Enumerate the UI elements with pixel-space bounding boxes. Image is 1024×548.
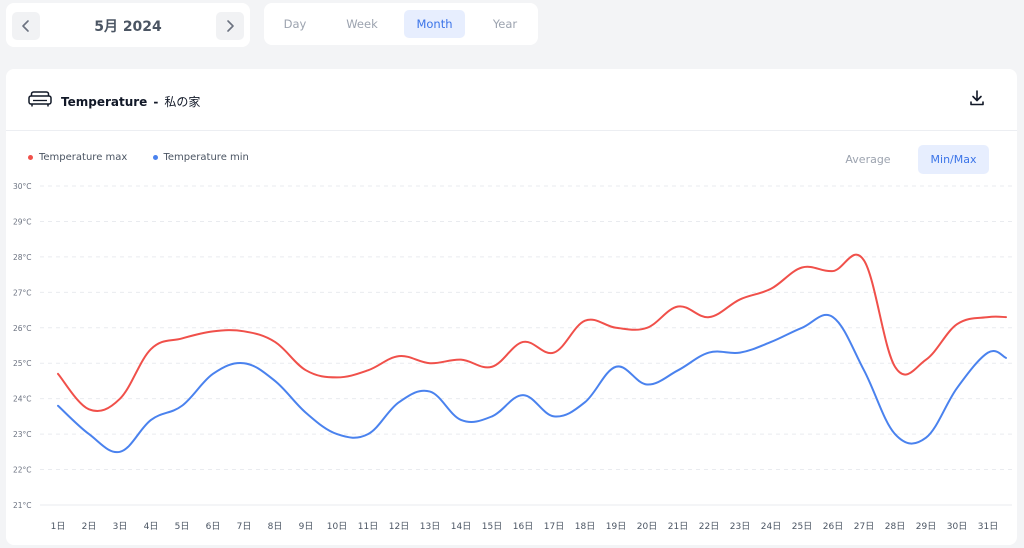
x-tick-label: 17日 — [544, 521, 564, 532]
y-tick-label: 28°C — [13, 253, 32, 262]
x-tick-label: 31日 — [978, 521, 998, 532]
card-title: Temperature - 私の家 — [61, 93, 200, 110]
x-tick-label: 16日 — [513, 521, 533, 532]
tab-day[interactable]: Day — [283, 17, 307, 31]
y-tick-label: 21°C — [13, 501, 32, 510]
series-line-temperature-min — [57, 313, 1007, 454]
x-tick-label: 15日 — [482, 521, 502, 532]
mode-minmax-button[interactable]: Min/Max — [918, 145, 989, 174]
x-tick-label: 18日 — [575, 521, 595, 532]
x-tick-label: 10日 — [327, 521, 347, 532]
x-tick-label: 11日 — [358, 521, 378, 532]
x-tick-label: 12日 — [389, 521, 409, 532]
chevron-left-icon — [22, 20, 29, 32]
temperature-card: Temperature - 私の家 Temperature max Temperat… — [6, 69, 1017, 545]
x-tick-label: 7日 — [237, 521, 252, 532]
period-selector: Day Week Month Year — [264, 3, 538, 45]
x-tick-label: 23日 — [730, 521, 750, 532]
legend-label-max: Temperature max — [39, 152, 128, 163]
x-tick-label: 8日 — [268, 521, 283, 532]
x-tick-label: 6日 — [206, 521, 221, 532]
next-month-button[interactable] — [216, 12, 244, 40]
current-month-label: 5月 2024 — [94, 19, 162, 35]
card-header: Temperature - 私の家 — [6, 69, 1017, 131]
x-tick-label: 29日 — [916, 521, 936, 532]
x-tick-label: 3日 — [113, 521, 128, 532]
x-tick-label: 1日 — [51, 521, 66, 532]
y-tick-label: 26°C — [13, 324, 32, 333]
legend-dot-max — [28, 155, 33, 160]
prev-month-button[interactable] — [12, 12, 40, 40]
x-tick-label: 20日 — [637, 521, 657, 532]
y-tick-label: 24°C — [13, 395, 32, 404]
y-tick-label: 29°C — [13, 217, 32, 226]
legend-item-min: Temperature min — [152, 152, 249, 163]
x-tick-label: 28日 — [885, 521, 905, 532]
download-icon — [970, 90, 984, 106]
y-tick-label: 30°C — [13, 182, 32, 191]
x-tick-label: 4日 — [144, 521, 159, 532]
legend-label-min: Temperature min — [163, 152, 249, 163]
tab-week[interactable]: Week — [346, 17, 378, 31]
card-title-text: Temperature — [61, 95, 148, 109]
legend-item-max: Temperature max — [28, 152, 127, 163]
x-tick-label: 2日 — [82, 521, 97, 532]
x-tick-label: 22日 — [699, 521, 719, 532]
x-tick-label: 5日 — [175, 521, 190, 532]
tab-month[interactable]: Month — [404, 10, 465, 38]
y-tick-label: 22°C — [13, 466, 32, 475]
x-tick-label: 24日 — [761, 521, 781, 532]
download-button[interactable] — [968, 89, 990, 111]
legend-dot-min — [152, 155, 158, 160]
x-tick-label: 13日 — [420, 521, 440, 532]
x-tick-label: 19日 — [606, 521, 626, 532]
y-tick-label: 23°C — [13, 430, 32, 439]
y-tick-label: 27°C — [13, 288, 32, 297]
chart-legend: Temperature max Temperature min — [28, 152, 271, 163]
sofa-icon — [28, 91, 52, 107]
y-tick-label: 25°C — [13, 359, 32, 368]
x-tick-label: 27日 — [854, 521, 874, 532]
x-tick-label: 25日 — [792, 521, 812, 532]
mode-average-button[interactable]: Average — [845, 153, 891, 166]
title-separator: - — [153, 95, 159, 109]
x-tick-label: 21日 — [668, 521, 688, 532]
x-tick-label: 14日 — [451, 521, 471, 532]
x-tick-label: 9日 — [299, 521, 314, 532]
date-navigator: 5月 2024 — [6, 3, 250, 47]
x-tick-label: 26日 — [823, 521, 843, 532]
x-tick-label: 30日 — [947, 521, 967, 532]
location-name: 私の家 — [164, 95, 201, 109]
chevron-right-icon — [227, 20, 234, 32]
tab-year[interactable]: Year — [492, 17, 518, 31]
series-line-temperature-max — [57, 253, 1007, 413]
